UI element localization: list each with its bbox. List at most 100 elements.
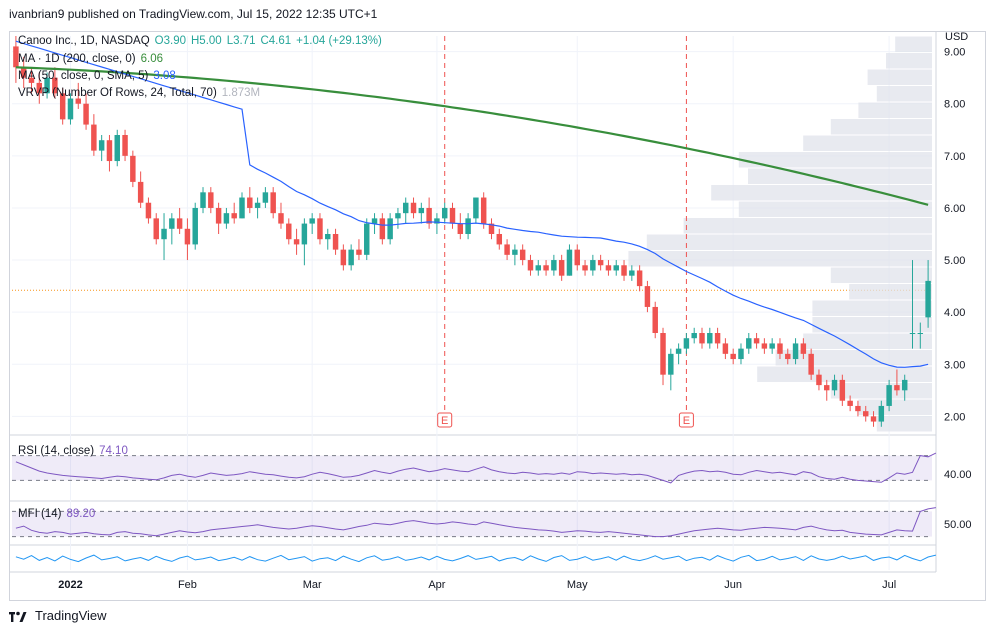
volume-profile-row [812, 300, 932, 316]
currency-label: USD [945, 31, 968, 43]
legend-mfi: MFI (14) 89.20 [18, 508, 100, 520]
candle-body [91, 124, 97, 151]
candle-body [629, 270, 635, 276]
earnings-label: E [441, 415, 448, 427]
volume-profile-row [849, 284, 932, 300]
price-tick-label: 2.00 [944, 411, 965, 423]
time-tick-label: Apr [428, 579, 445, 591]
candle-body [707, 333, 713, 344]
candle-body [44, 77, 50, 94]
price-tick-label: 9.00 [944, 47, 965, 59]
candle-body [231, 213, 237, 219]
time-tick-label: Mar [303, 579, 322, 591]
candle-body [878, 405, 885, 422]
candle-body [691, 333, 697, 339]
candle-body [847, 400, 853, 406]
candle-body [208, 192, 214, 208]
candle-body [98, 140, 105, 151]
candle-body [668, 353, 674, 375]
legend-main: Canoo Inc., 1D, NASDAQ O3.90 H5.00 L3.71 C4.… [18, 35, 387, 47]
mfi-line [15, 507, 936, 538]
candle-body [441, 207, 448, 219]
earnings-badge [437, 412, 453, 428]
volume-profile-row [867, 69, 932, 85]
candle-body [512, 249, 518, 255]
candle-body [59, 93, 66, 120]
ma50-line [15, 40, 929, 368]
ma50-label: MA (50, close, 0, SMA, 5) [18, 70, 149, 82]
candle-body [535, 265, 541, 271]
candle-body [176, 218, 183, 229]
candle-body [153, 218, 159, 240]
ma200-label: MA · 1D (200, close, 0) [18, 53, 136, 65]
candle-body [403, 202, 409, 214]
candle-body [332, 234, 339, 250]
volume-profile-row [803, 135, 932, 151]
rsi-value: 74.10 [99, 445, 128, 457]
volume-profile-row [775, 350, 932, 366]
candle-body [590, 260, 596, 271]
volume-profile-row [895, 36, 932, 52]
candle-body [746, 338, 752, 349]
volume-profile-row [886, 53, 932, 69]
candle-body [418, 207, 425, 214]
candle-body [13, 46, 19, 68]
candle-body [652, 306, 658, 333]
candle-body [730, 353, 736, 360]
candle-body [816, 374, 822, 386]
tradingview-logo-icon [9, 611, 27, 622]
price-tick-label: 6.00 [944, 203, 965, 215]
candle-body [480, 197, 487, 224]
ohlc-open: O3.90 [154, 35, 186, 47]
candle-body [325, 234, 331, 240]
legend-vrvp: VRVP (Number Of Rows, 24, Total, 70) 1.87… [18, 87, 265, 99]
symbol-title: Canoo Inc., 1D, NASDAQ [18, 35, 150, 47]
volume-profile-row [711, 185, 932, 201]
candle-body [465, 218, 471, 234]
volume-profile-row [803, 333, 932, 349]
candle-body [364, 223, 370, 255]
mfi-tick-label: 50.00 [944, 519, 972, 531]
candle-body [644, 286, 651, 307]
candle-body [785, 353, 791, 360]
attribution-text: ivanbrian9 published on TradingView.com,… [9, 7, 378, 21]
mfi-label: MFI (14) [18, 508, 62, 520]
price-tick-label: 3.00 [944, 359, 965, 371]
candle-body [317, 218, 323, 240]
ohlc-close: C4.61 [260, 35, 292, 47]
ma200-value: 6.06 [140, 53, 163, 65]
candle-body [67, 98, 74, 120]
candle-body [901, 379, 908, 391]
candle-body [169, 218, 175, 229]
candle-body [909, 333, 916, 334]
vrvp-label: VRVP (Number Of Rows, 24, Total, 70) [18, 87, 217, 99]
candle-body [831, 379, 838, 391]
candle-body [722, 343, 729, 354]
legend-ma50: MA (50, close, 0, SMA, 5) 3.08 [18, 70, 181, 82]
ma50-value: 3.08 [153, 70, 176, 82]
volume-profile-row [830, 383, 932, 399]
volume-profile-row [876, 416, 932, 432]
candle-body [613, 265, 619, 271]
time-tick-label: May [567, 579, 588, 591]
candle-body [457, 223, 464, 234]
vrvp-value: 1.873M [221, 87, 261, 99]
candle-body [379, 218, 386, 240]
candle-body [20, 67, 27, 78]
volume-profile-row [738, 201, 932, 217]
mfi-value: 89.20 [66, 508, 96, 520]
candle-body [886, 385, 892, 406]
legend-rsi: RSI (14, close) 74.10 [18, 445, 133, 457]
candle-body [808, 353, 814, 375]
candle-body [574, 249, 580, 266]
candle-body [200, 192, 206, 208]
time-tick-label: 2022 [58, 579, 82, 591]
candle-body [519, 249, 526, 261]
volume-profile-row [683, 218, 932, 234]
volume-profile-row [628, 251, 932, 267]
price-tick-label: 4.00 [944, 307, 965, 319]
legend-ma200: MA · 1D (200, close, 0) 6.06 [18, 53, 168, 65]
candle-body [215, 207, 222, 224]
